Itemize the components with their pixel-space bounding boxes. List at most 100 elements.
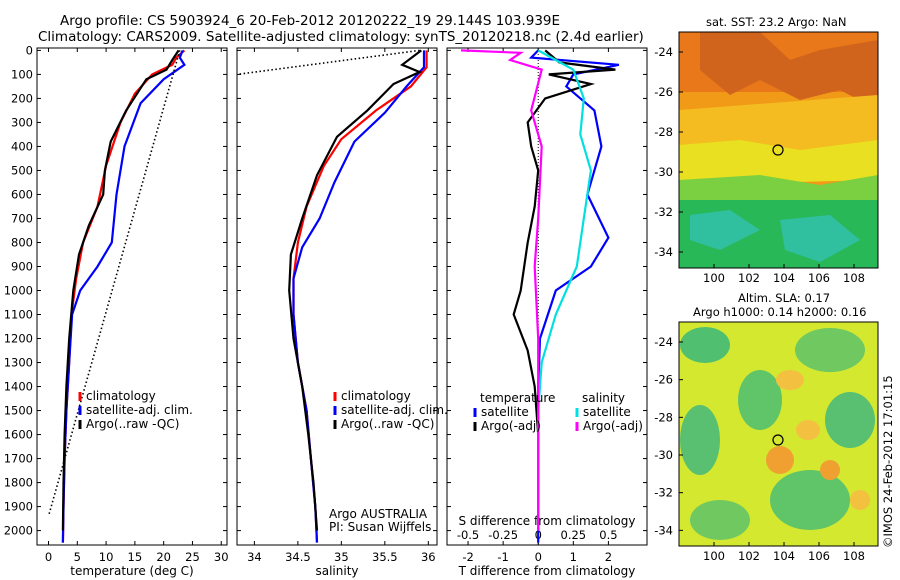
difference-series-argo-adj-	[512, 49, 616, 531]
x-tick-label: 2	[605, 550, 612, 564]
difference-series-argo-adj-	[460, 49, 544, 531]
sst-map-field	[678, 31, 879, 269]
map-x-tick-label: 106	[808, 271, 830, 285]
salinity-axes-frame	[236, 47, 438, 546]
x-tick-label: 36	[421, 550, 436, 564]
x-tick-label: -2	[462, 550, 473, 564]
legend-label: Argo(..raw -QC)	[86, 417, 179, 431]
y-tick-label: 900	[11, 259, 33, 273]
legend-label: satellite	[481, 405, 529, 419]
difference-panel: -2 -1 0 1 2T difference from climatology S di…	[446, 47, 648, 578]
argo-position-marker	[772, 144, 784, 156]
x-tick-label: 34	[247, 550, 262, 564]
copyright-timestamp: ©IMOS 24-Feb-2012 17:01:15	[881, 375, 895, 548]
y-tick-label: 1300	[4, 356, 33, 370]
y-tick-label: 800	[11, 235, 33, 249]
legend-label: Argo(-adj)	[481, 419, 541, 433]
legend-label: satellite	[583, 405, 631, 419]
map-y-tick-label: -28	[654, 125, 673, 139]
y-tick-label: 1200	[4, 332, 33, 346]
temperature-series-reference-dotted	[47, 50, 181, 517]
map-x-tick-label: 104	[773, 271, 795, 285]
figure-title-line2: Climatology: CARS2009. Satellite-adjuste…	[38, 29, 644, 45]
legend-label: satellite-adj. clim.	[86, 403, 193, 417]
y-tick-label: 0	[26, 43, 33, 57]
salinity-series-reference-dotted	[236, 49, 420, 76]
y-tick-label: 1000	[4, 283, 33, 297]
temperature-series-satellite-adj-clim-	[61, 49, 186, 543]
y-tick-label: 1400	[4, 380, 33, 394]
temperature-xlabel: temperature (deg C)	[70, 564, 193, 578]
y-tick-label: 1100	[4, 308, 33, 322]
legend-heading-salinity: salinity	[582, 391, 625, 405]
x-tick-label: 35	[334, 550, 349, 564]
sla-map-subtitle: Argo h1000: 0.14 h2000: 0.16	[693, 305, 866, 319]
map-y-tick-label: -26	[654, 85, 673, 99]
legend-label: satellite-adj. clim.	[341, 403, 448, 417]
y-tick-label: 200	[11, 91, 33, 105]
float-annotation: Argo AUSTRALIA	[329, 507, 428, 521]
y-tick-label: 100	[11, 67, 33, 81]
x-top-tick-label: 0.5	[599, 528, 617, 542]
difference-xlabel-top: S difference from climatology	[459, 514, 636, 528]
difference-series-satellite	[528, 49, 620, 543]
map-y-tick-label: -32	[654, 486, 673, 500]
map-y-tick-label: -34	[654, 523, 673, 537]
map-x-tick-label: 108	[843, 549, 865, 563]
x-tick-label: -1	[497, 550, 508, 564]
map-x-tick-label: 104	[773, 549, 795, 563]
x-tick-label: 1	[570, 550, 577, 564]
x-tick-label: 0	[45, 550, 52, 564]
y-tick-label: 700	[11, 211, 33, 225]
x-top-tick-label: -0.25	[488, 528, 518, 542]
x-top-tick-label: -0.5	[457, 528, 479, 542]
sla-map-field	[678, 321, 879, 547]
map-y-tick-label: -28	[654, 410, 673, 424]
map-x-tick-label: 108	[843, 271, 865, 285]
y-tick-label: 600	[11, 187, 33, 201]
temperature-series-argo-raw-qc-	[61, 49, 180, 531]
x-tick-label: 15	[128, 550, 143, 564]
argo-position-marker	[772, 434, 784, 446]
map-y-tick-label: -24	[654, 45, 673, 59]
legend-label: climatology	[341, 389, 411, 403]
sst-map: sat. SST: 23.2 Argo: NaN 100 102 104 106 108…	[654, 15, 879, 285]
x-tick-label: 25	[185, 550, 200, 564]
sla-map: Altim. SLA: 0.17 Argo h1000: 0.14 h2000:…	[654, 291, 879, 563]
y-tick-label: 1900	[4, 500, 33, 514]
map-y-tick-label: -24	[654, 335, 673, 349]
map-y-tick-label: -32	[654, 205, 673, 219]
y-tick-label: 1600	[4, 428, 33, 442]
map-x-tick-label: 106	[808, 549, 830, 563]
map-y-tick-label: -34	[654, 245, 673, 259]
map-y-tick-label: -30	[654, 448, 673, 462]
sst-map-title: sat. SST: 23.2 Argo: NaN	[706, 15, 847, 29]
legend-label: Argo(..raw -QC)	[341, 417, 434, 431]
y-tick-label: 300	[11, 115, 33, 129]
difference-axes-frame	[446, 47, 648, 546]
map-x-tick-label: 102	[738, 549, 760, 563]
x-tick-label: 35.5	[372, 550, 398, 564]
float-annotation: PI: Susan Wijffels	[329, 520, 431, 534]
map-x-tick-label: 100	[703, 549, 725, 563]
y-tick-label: 1700	[4, 452, 33, 466]
map-y-tick-label: -30	[654, 165, 673, 179]
x-tick-label: 5	[74, 550, 81, 564]
x-tick-label: 10	[99, 550, 114, 564]
y-tick-label: 400	[11, 139, 33, 153]
salinity-panel: 34 34.5 35 35.5 36 salinity climatologysatelli…	[236, 47, 448, 578]
y-tick-label: 1500	[4, 404, 33, 418]
x-tick-label: 20	[156, 550, 171, 564]
x-tick-label: 34.5	[285, 550, 311, 564]
x-top-tick-label: 0.25	[561, 528, 587, 542]
figure-title-line1: Argo profile: CS 5903924_6 20-Feb-2012 2…	[60, 13, 560, 29]
salinity-xlabel: salinity	[315, 564, 358, 578]
salinity-series-climatology	[292, 50, 428, 543]
x-tick-label: 30	[214, 550, 229, 564]
legend-heading-temperature: temperature	[480, 391, 555, 405]
temperature-panel: 0100200300400500600700800900100011001200…	[4, 43, 229, 578]
legend-label: Argo(-adj)	[583, 419, 643, 433]
difference-xlabel: T difference from climatology	[458, 564, 636, 578]
map-x-tick-label: 102	[738, 271, 760, 285]
